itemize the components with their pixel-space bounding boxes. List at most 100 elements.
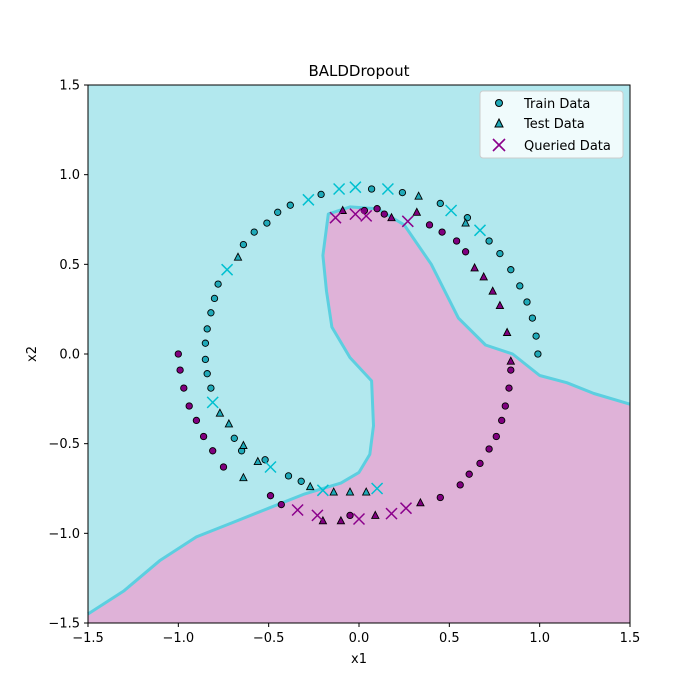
train-point [507,366,515,374]
test-point [329,487,339,496]
legend-marker-triangle [494,117,504,128]
train-point [263,219,271,227]
x-tick-label: 0.5 [439,631,460,646]
train-point [207,309,215,317]
queried-point [333,182,346,196]
train-point [534,350,542,358]
legend-label-queried: Queried Data [524,139,611,154]
queried-point [206,396,219,409]
train-point [317,190,325,199]
legend-box [479,90,624,159]
data-points [174,181,542,526]
queried-point [371,482,384,495]
train-point [436,199,444,208]
x-axis: −1.5 −1.0 −0.5 0.0 0.5 1.0 1.5 [72,623,640,646]
train-point [373,205,381,213]
legend-marker-x [492,138,506,152]
test-point [253,456,263,466]
queried-point [399,502,413,515]
queried-point [381,182,394,196]
queried-point [352,512,366,526]
test-point [412,207,422,216]
train-point [436,493,444,502]
test-point [338,205,348,214]
train-point [250,228,258,236]
test-point [506,356,516,365]
train-point [176,366,184,374]
test-point [387,212,396,222]
y-axis: −1.5 −1.0 −0.5 0.0 0.5 1.0 1.5 [48,79,88,632]
test-point [479,271,489,281]
class1-decision-region [88,206,630,623]
y-tick-label: 0.5 [59,258,80,273]
x-tick-label: −0.5 [253,631,285,646]
train-point [180,384,188,392]
train-point [297,477,305,485]
decision-boundary [87,205,631,616]
legend-entry-queried-data: Queried Data [492,138,611,154]
queried-point [445,204,458,217]
train-point [492,432,500,441]
train-point [192,416,201,425]
test-point [416,497,425,507]
queried-point [329,211,342,224]
y-tick-label: 1.5 [59,79,80,94]
train-point [516,282,524,290]
test-point [488,286,498,295]
train-point [465,470,473,478]
train-point [201,355,210,364]
train-point [456,481,464,489]
train-point [485,237,493,245]
train-point [398,188,407,197]
test-point [345,487,355,496]
queried-point [349,208,362,221]
train-point [501,402,509,410]
train-point [452,237,461,245]
train-point [203,325,211,333]
train-point [380,210,388,218]
train-point [438,228,446,236]
x-tick-label: 1.5 [620,631,641,646]
queried-point [316,484,329,497]
legend-entry-test-data: Test Data [494,117,585,132]
train-point [274,208,282,216]
test-point [224,418,234,428]
train-point [284,472,293,480]
train-point [277,500,285,509]
test-point [239,440,248,449]
test-point [461,218,470,227]
train-point [210,294,219,303]
y-axis-label: x2 [25,346,40,362]
queried-point [473,224,487,237]
train-point [214,280,222,288]
train-point [528,314,537,322]
legend-label-train: Train Data [523,97,590,112]
test-point [502,327,512,336]
train-point [461,248,470,256]
train-point [532,332,540,340]
train-point [261,456,269,464]
train-point [498,416,506,425]
train-point [476,459,484,468]
train-point [346,511,354,520]
test-point [239,472,248,482]
test-point [370,510,380,519]
train-point [185,402,193,410]
test-point [233,252,243,261]
train-point [485,445,493,453]
train-point [207,384,215,392]
x-tick-label: 0.0 [349,631,370,646]
y-tick-label: 0.0 [59,348,80,363]
train-point [505,384,513,392]
x-tick-label: 1.0 [529,631,550,646]
chart-title: BALDDropout [308,62,409,80]
test-point [470,262,479,272]
queried-point [302,193,315,206]
train-point [425,221,434,229]
queried-point [401,215,414,228]
train-point [199,432,208,441]
train-point [266,492,275,500]
train-point [230,434,238,442]
test-point [336,515,346,525]
